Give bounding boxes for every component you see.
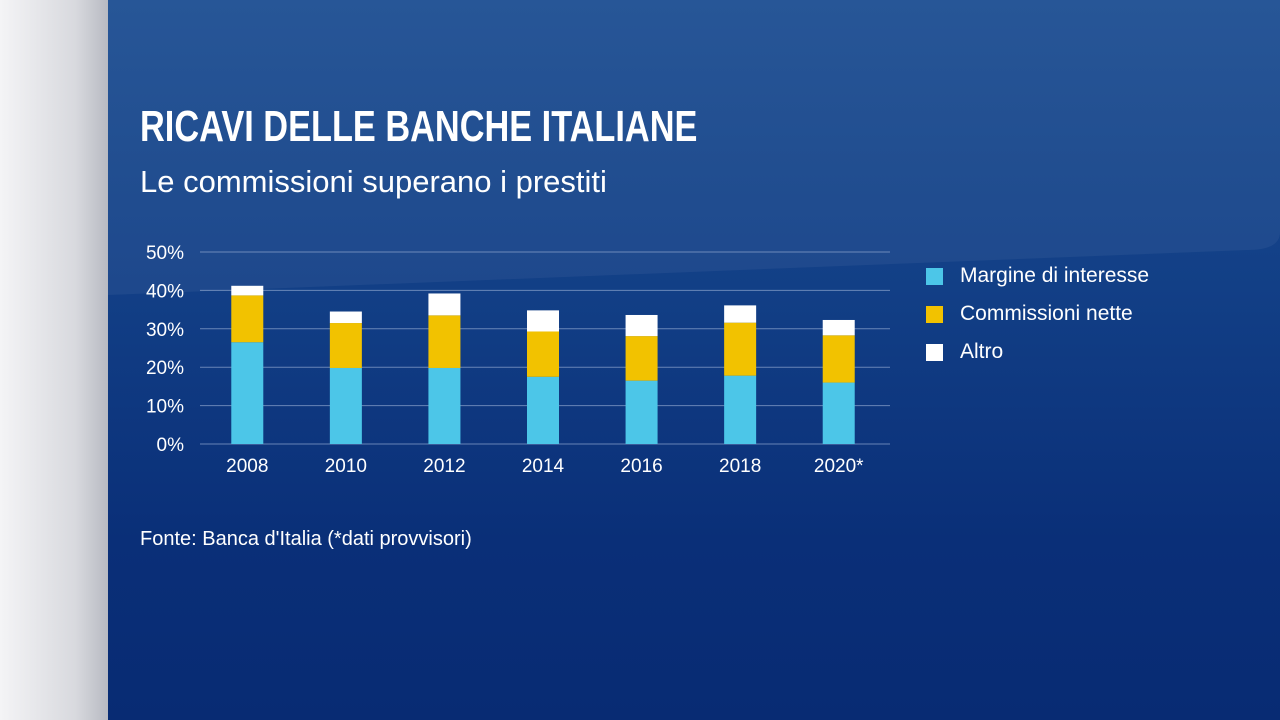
bar-margine — [625, 380, 658, 444]
y-tick-label: 30% — [146, 320, 184, 341]
bar-altro — [428, 293, 461, 316]
bar-altro — [231, 285, 264, 296]
legend-swatch-margine — [926, 267, 943, 285]
legend-item-altro: Altro — [926, 333, 1149, 371]
x-tick-label: 2010 — [325, 456, 367, 477]
bar-altro — [527, 310, 559, 332]
legend-item-commissioni: Commissioni nette — [926, 295, 1149, 333]
bar-altro — [724, 305, 757, 323]
legend-swatch-commissioni — [926, 305, 943, 323]
bar-altro — [625, 314, 658, 337]
chart-subtitle: Le commissioni superano i prestiti — [140, 164, 607, 199]
chart-panel: RICAVI DELLE BANCHE ITALIANE Le commissi… — [108, 0, 1280, 720]
bar-margine — [428, 367, 461, 444]
source-note: Fonte: Banca d'Italia (*dati provvisori) — [140, 528, 472, 550]
x-tick-label: 2016 — [620, 456, 662, 477]
x-tick-label: 2012 — [423, 456, 465, 477]
bar-commissioni — [428, 315, 461, 368]
bar-margine — [231, 342, 264, 444]
bar-commissioni — [527, 331, 559, 377]
legend-item-margine: Margine di interesse — [926, 257, 1149, 295]
y-tick-label: 10% — [146, 397, 184, 418]
y-tick-label: 40% — [146, 281, 184, 302]
y-tick-label: 0% — [157, 435, 185, 456]
bar-altro — [822, 319, 855, 336]
bar-commissioni — [724, 322, 757, 376]
x-tick-label: 2020* — [814, 456, 864, 477]
x-tick-label: 2014 — [522, 456, 565, 477]
legend-swatch-altro — [926, 343, 943, 361]
bar-commissioni — [231, 295, 264, 343]
bar-altro — [329, 311, 362, 324]
bar-margine — [329, 367, 362, 444]
bar-margine — [724, 375, 757, 444]
chart-title: RICAVI DELLE BANCHE ITALIANE — [140, 102, 698, 151]
bar-margine — [527, 376, 559, 444]
x-tick-label: 2018 — [719, 456, 761, 477]
panel-light-band — [108, 0, 1280, 295]
bar-margine — [822, 382, 855, 444]
bar-chart: 0% 10% 20% 30% 40% 50% 2008 2010 2012 2014 2016 201… — [146, 243, 890, 477]
bar-commissioni — [822, 335, 855, 383]
legend-label-commissioni: Commissioni nette — [960, 302, 1133, 325]
legend-label-margine: Margine di interesse — [960, 264, 1150, 287]
y-tick-label: 50% — [146, 243, 184, 264]
y-tick-label: 20% — [146, 358, 184, 379]
legend-label-altro: Altro — [960, 340, 1004, 363]
x-tick-label: 2008 — [226, 456, 268, 477]
bar-commissioni — [625, 336, 658, 381]
left-background-strip — [0, 0, 108, 720]
bar-commissioni — [329, 323, 362, 368]
chart-legend: Margine di interesse Commissioni nette A… — [926, 257, 1149, 371]
